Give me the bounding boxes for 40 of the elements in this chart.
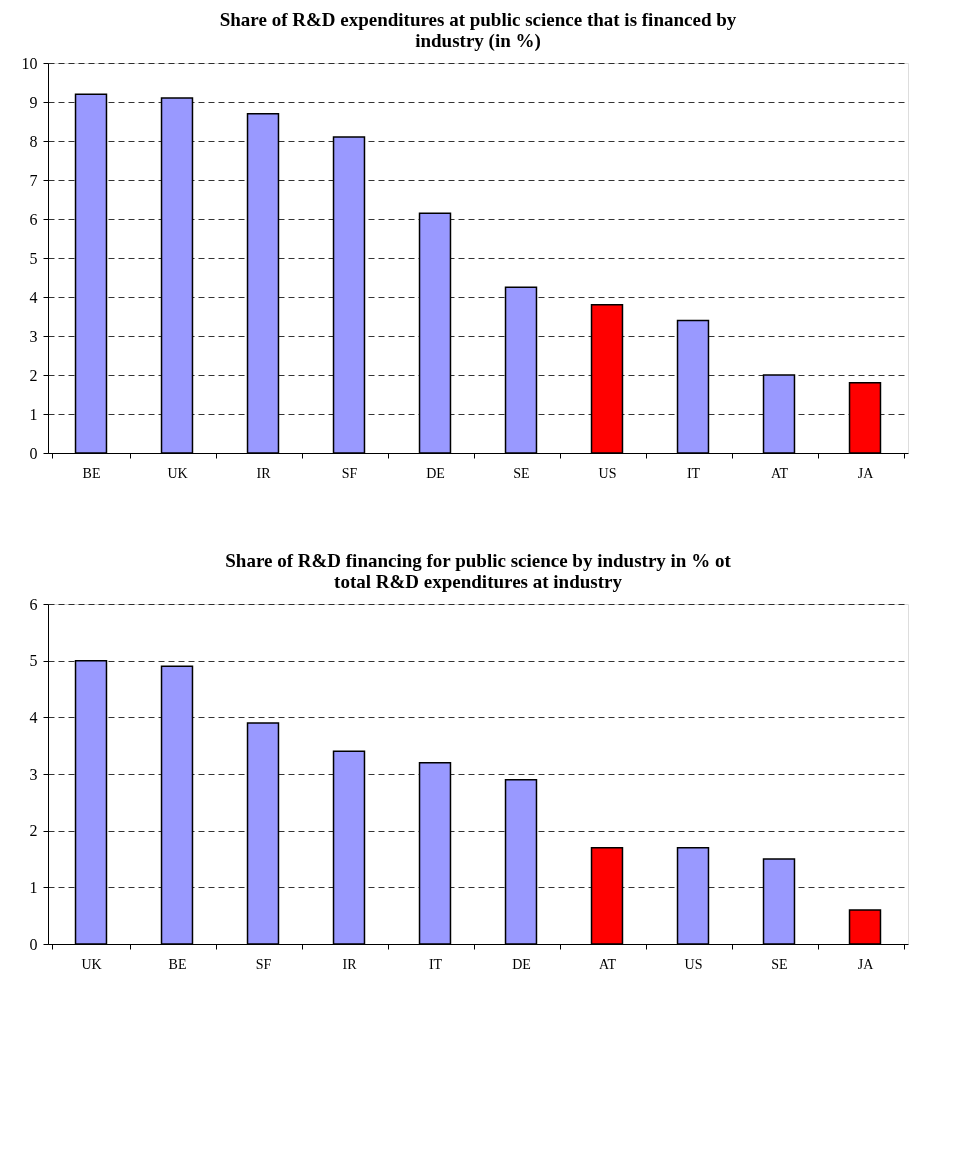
- y-tick-label: 8: [29, 132, 38, 150]
- chart-title: Share of R&D expenditures at public science that is financed by industry (in %): [219, 9, 737, 52]
- x-tick-label: DE: [512, 956, 531, 972]
- y-tick-label: 3: [29, 765, 38, 783]
- x-tick-label: SE: [771, 956, 788, 972]
- x-tick-label: BE: [168, 956, 187, 972]
- x-tick-label: IR: [342, 956, 358, 972]
- x-tick-label: BE: [82, 465, 101, 481]
- x-tick-label: IT: [686, 465, 701, 481]
- x-tick-label: JA: [857, 465, 875, 481]
- y-tick-label: 2: [29, 366, 38, 384]
- y-tick-label: 7: [29, 171, 38, 189]
- y-tick-label: 6: [29, 595, 38, 613]
- x-tick-label: JA: [857, 956, 875, 972]
- x-tick-label: DE: [426, 465, 445, 481]
- y-tick-label: 0: [29, 935, 38, 953]
- y-tick-label: 6: [29, 210, 38, 228]
- y-tick-label: 1: [29, 405, 38, 423]
- x-tick-label: IT: [428, 956, 443, 972]
- x-tick-label: IR: [256, 465, 272, 481]
- x-tick-label: AT: [770, 465, 789, 481]
- y-tick-label: 2: [29, 822, 38, 840]
- x-tick-label: SF: [255, 956, 272, 972]
- y-tick-label: 10: [21, 54, 38, 72]
- x-tick-label: AT: [598, 956, 617, 972]
- chart-title: Share of R&D financing for public science by industry in % ot total R&D expenditures at industry: [225, 550, 732, 592]
- y-tick-label: 1: [29, 878, 38, 896]
- y-tick-label: 0: [29, 444, 38, 462]
- x-tick-label: SF: [341, 465, 358, 481]
- x-tick-label: US: [598, 465, 617, 481]
- x-tick-label: SE: [513, 465, 530, 481]
- x-tick-label: US: [684, 956, 703, 972]
- y-tick-label: 4: [29, 288, 38, 306]
- y-tick-label: 9: [29, 93, 38, 111]
- y-tick-label: 3: [29, 327, 38, 345]
- y-tick-label: 5: [29, 249, 38, 267]
- x-tick-label: UK: [81, 956, 102, 972]
- x-tick-label: UK: [167, 465, 188, 481]
- y-tick-label: 5: [29, 652, 38, 670]
- y-tick-label: 4: [29, 708, 38, 726]
